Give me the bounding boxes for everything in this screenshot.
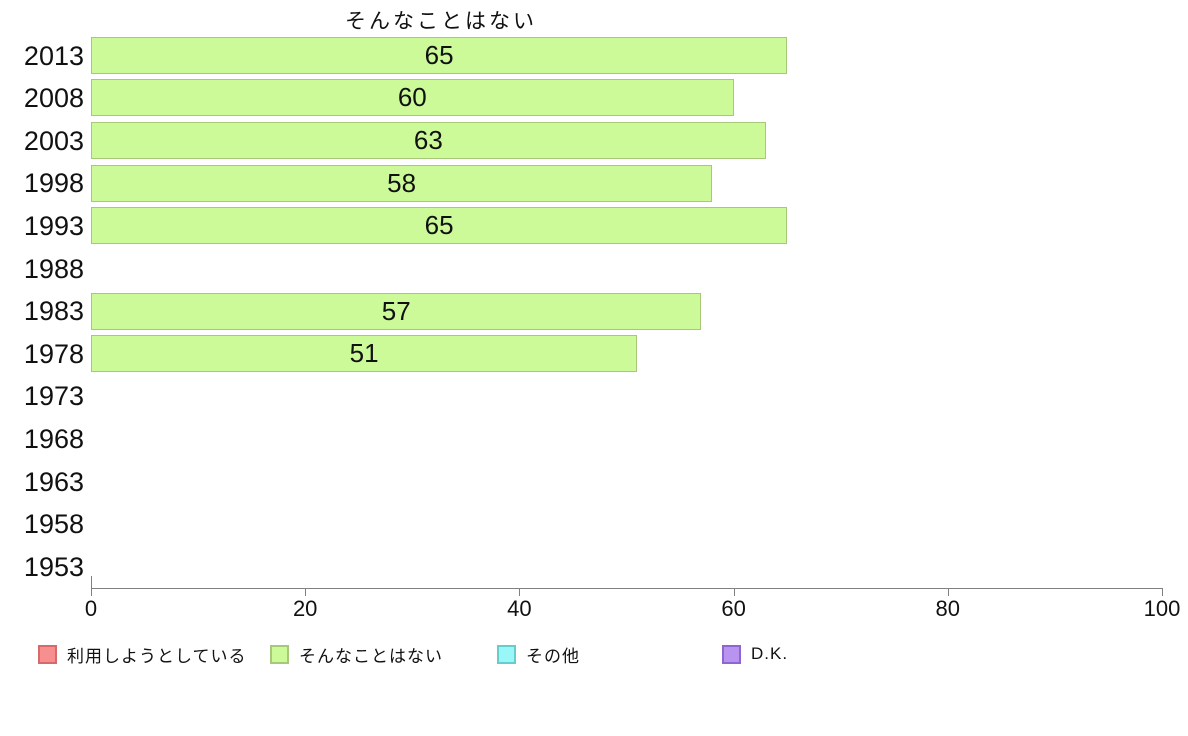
x-axis-tick: [1162, 589, 1163, 596]
bar: 65: [91, 36, 788, 74]
bar: 63: [91, 122, 766, 160]
x-axis-tick-label: 0: [84, 596, 98, 621]
category-label: 1968: [23, 424, 84, 455]
legend-swatch: [270, 644, 289, 664]
x-axis-tick: [519, 589, 521, 596]
legend-swatch: [38, 644, 57, 664]
x-axis-line: [91, 588, 1163, 589]
bar: 60: [91, 79, 734, 117]
x-axis-tick: [733, 589, 735, 596]
category-label: 1988: [23, 253, 84, 284]
bar-value-label: 63: [413, 125, 443, 156]
legend-item: D.K.: [722, 644, 788, 664]
legend-label: D.K.: [751, 644, 789, 663]
category-label: 2013: [23, 40, 84, 71]
category-label: 1998: [23, 168, 84, 199]
x-axis-tick-label: 20: [292, 596, 318, 621]
legend-label: 利用しようとしている: [67, 646, 247, 666]
x-axis-tick: [947, 589, 949, 596]
bar-value-label: 65: [424, 39, 454, 70]
bar-value-label: 65: [424, 210, 454, 241]
category-label: 2008: [23, 83, 84, 114]
bar: 51: [91, 335, 638, 373]
legend-label: そんなことはない: [299, 646, 443, 666]
x-axis-tick: [91, 589, 92, 596]
category-label: 1958: [23, 509, 84, 540]
legend-label: その他: [526, 646, 580, 666]
category-label: 1983: [23, 296, 84, 327]
category-label: 1978: [23, 338, 84, 369]
bar-value-label: 51: [349, 338, 379, 369]
x-axis-tick-label: 100: [1143, 596, 1181, 621]
category-label: 1993: [23, 210, 84, 241]
legend-swatch: [722, 644, 741, 664]
bar: 65: [91, 207, 788, 245]
category-label: 1953: [23, 551, 84, 582]
x-axis-tick: [305, 589, 307, 596]
category-label: 1973: [23, 381, 84, 412]
category-label: 1963: [23, 466, 84, 497]
bar-value-label: 60: [397, 82, 427, 113]
legend-swatch: [497, 644, 516, 664]
x-axis-tick-label: 80: [935, 596, 961, 621]
bar-value-label: 57: [381, 295, 411, 326]
axis-origin-cap: [91, 576, 92, 588]
x-axis-tick-label: 40: [507, 596, 532, 621]
bar: 57: [91, 292, 702, 330]
x-axis-tick-label: 60: [721, 596, 746, 621]
legend-item: 利用しようとしている: [38, 644, 247, 666]
bar-value-label: 58: [387, 167, 417, 198]
bar: 58: [91, 164, 713, 202]
legend-item: その他: [497, 644, 580, 666]
category-label: 2003: [23, 125, 84, 156]
legend-item: そんなことはない: [270, 644, 443, 666]
chart-title: そんなことはない: [345, 10, 537, 33]
